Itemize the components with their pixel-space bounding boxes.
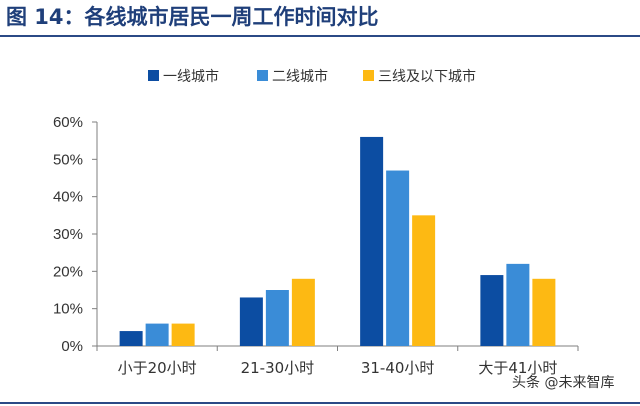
legend-label: 二线城市 — [272, 68, 328, 85]
bar — [506, 263, 530, 346]
y-tick-label: 50% — [53, 151, 83, 168]
bottom-divider — [0, 402, 640, 404]
bar — [119, 331, 143, 346]
bar — [360, 136, 384, 346]
bar — [386, 170, 410, 346]
bar — [171, 323, 195, 346]
figure-title: 图 14：各线城市居民一周工作时间对比 — [6, 5, 379, 29]
bar — [291, 278, 315, 346]
bar — [412, 215, 436, 346]
legend-swatch — [363, 70, 374, 81]
x-tick-label: 31-40小时 — [361, 359, 435, 377]
x-tick-label: 大于41小时 — [478, 359, 557, 377]
y-tick-label: 20% — [53, 263, 83, 280]
x-tick-label: 21-30小时 — [241, 359, 315, 377]
title-divider — [0, 35, 640, 37]
x-tick-label: 小于20小时 — [118, 359, 197, 377]
legend-swatch — [257, 70, 268, 81]
bar — [265, 290, 289, 346]
y-tick-label: 10% — [53, 301, 83, 318]
bar — [532, 278, 556, 346]
y-tick-label: 0% — [61, 338, 83, 355]
legend-swatch — [148, 70, 159, 81]
y-tick-label: 40% — [53, 189, 83, 206]
legend-label: 三线及以下城市 — [378, 68, 476, 85]
watermark: 头条 @未来智库 — [512, 375, 615, 391]
y-tick-label: 60% — [53, 114, 83, 131]
bar — [480, 275, 504, 346]
legend-label: 一线城市 — [163, 68, 219, 85]
bar — [239, 297, 263, 346]
y-tick-label: 30% — [53, 226, 83, 243]
bar — [145, 323, 169, 346]
